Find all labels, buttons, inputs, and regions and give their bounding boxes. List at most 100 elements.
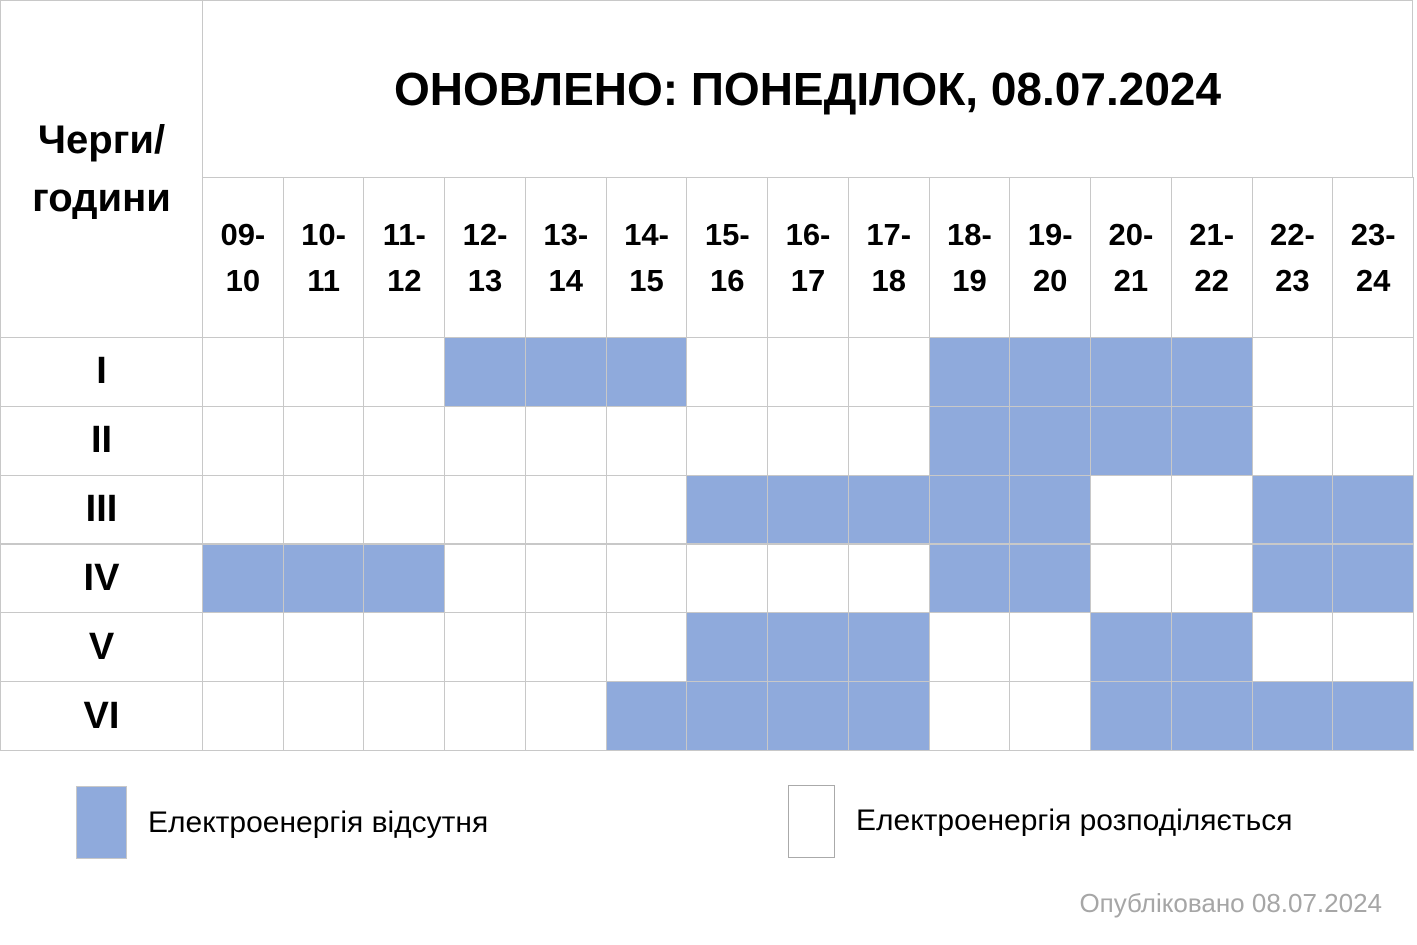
- schedule-cell: [1251, 474, 1334, 545]
- schedule-cell: [1251, 543, 1334, 614]
- schedule-cell: [1090, 405, 1172, 476]
- schedule-cell: [202, 612, 284, 683]
- schedule-cell: [847, 612, 930, 683]
- schedule-cell: [605, 405, 688, 476]
- schedule-cell: [847, 474, 930, 545]
- schedule-cell: [1332, 681, 1414, 751]
- schedule-cell: [928, 612, 1011, 683]
- schedule-cell: [1332, 543, 1414, 614]
- legend-swatch-on: [788, 785, 835, 858]
- schedule-cell: [202, 405, 284, 476]
- schedule-cell: [686, 337, 769, 407]
- schedule-cell: [605, 337, 688, 407]
- hour-header: 20- 21: [1090, 177, 1172, 338]
- schedule-cell: [1170, 405, 1253, 476]
- schedule-cell: [1009, 612, 1092, 683]
- hour-header: 17- 18: [847, 177, 930, 338]
- schedule-cell: [282, 543, 365, 614]
- schedule-cell: [767, 681, 849, 751]
- schedule-cell: [767, 543, 849, 614]
- legend-swatch-off: [76, 786, 127, 859]
- schedule-cell: [686, 405, 769, 476]
- schedule-cell: [847, 543, 930, 614]
- schedule-cell: [202, 337, 284, 407]
- schedule-cell: [444, 405, 526, 476]
- schedule-cell: [767, 612, 849, 683]
- schedule-cell: [1009, 474, 1092, 545]
- schedule-cell: [686, 681, 769, 751]
- schedule-cell: [847, 337, 930, 407]
- schedule-cell: [363, 405, 446, 476]
- schedule-cell: [1332, 337, 1414, 407]
- schedule-cell: [1009, 337, 1092, 407]
- schedule-cell: [605, 543, 688, 614]
- schedule-cell: [524, 405, 607, 476]
- schedule-cell: [1009, 405, 1092, 476]
- schedule-cell: [282, 405, 365, 476]
- schedule-cell: [1009, 543, 1092, 614]
- schedule-cell: [444, 681, 526, 751]
- schedule-cell: [524, 543, 607, 614]
- hour-header: 15- 16: [686, 177, 769, 338]
- schedule-cell: [1170, 474, 1253, 545]
- schedule-cell: [928, 681, 1011, 751]
- schedule-cell: [1170, 337, 1253, 407]
- schedule-cell: [1170, 612, 1253, 683]
- schedule-cell: [363, 681, 446, 751]
- hour-header: 12- 13: [444, 177, 526, 338]
- schedule-cell: [524, 681, 607, 751]
- schedule-cell: [444, 337, 526, 407]
- hour-header: 09- 10: [202, 177, 284, 338]
- corner-header: Черги/ години: [0, 0, 203, 338]
- schedule-cell: [1090, 612, 1172, 683]
- schedule-cell: [363, 474, 446, 545]
- schedule-cell: [1251, 681, 1334, 751]
- schedule-cell: [847, 681, 930, 751]
- row-label: VI: [0, 681, 203, 751]
- schedule-cell: [444, 612, 526, 683]
- schedule-cell: [202, 543, 284, 614]
- row-label: II: [0, 405, 203, 476]
- row-label: V: [0, 612, 203, 683]
- hour-header: 10- 11: [282, 177, 365, 338]
- schedule-cell: [1332, 405, 1414, 476]
- schedule-cell: [1170, 681, 1253, 751]
- hour-header: 11- 12: [363, 177, 446, 338]
- schedule-cell: [444, 474, 526, 545]
- schedule-cell: [524, 612, 607, 683]
- footer: Опубліковано 08.07.2024: [1079, 888, 1382, 918]
- title: ОНОВЛЕНО: ПОНЕДІЛОК, 08.07.2024: [202, 0, 1413, 178]
- schedule-cell: [524, 474, 607, 545]
- row-label: III: [0, 474, 203, 545]
- schedule-cell: [282, 681, 365, 751]
- schedule-cell: [767, 474, 849, 545]
- hour-header: 16- 17: [767, 177, 849, 338]
- schedule-cell: [1332, 474, 1414, 545]
- schedule-cell: [928, 337, 1011, 407]
- schedule-cell: [605, 681, 688, 751]
- schedule-cell: [1251, 405, 1334, 476]
- schedule-cell: [444, 543, 526, 614]
- schedule-cell: [847, 405, 930, 476]
- schedule-cell: [524, 337, 607, 407]
- legend-label-on: Електроенергія розподіляється: [856, 804, 1293, 837]
- schedule-cell: [928, 543, 1011, 614]
- legend-label-off: Електроенергія відсутня: [148, 806, 489, 839]
- schedule-cell: [1251, 337, 1334, 407]
- hour-header: 14- 15: [605, 177, 688, 338]
- schedule-cell: [605, 612, 688, 683]
- schedule-cell: [928, 405, 1011, 476]
- schedule-cell: [282, 337, 365, 407]
- hour-header: 22- 23: [1251, 177, 1334, 338]
- schedule-cell: [928, 474, 1011, 545]
- schedule-cell: [202, 474, 284, 545]
- schedule-cell: [767, 405, 849, 476]
- schedule-cell: [605, 474, 688, 545]
- schedule-cell: [202, 681, 284, 751]
- schedule-cell: [767, 337, 849, 407]
- schedule-cell: [282, 474, 365, 545]
- schedule-cell: [363, 612, 446, 683]
- schedule-cell: [1090, 543, 1172, 614]
- schedule-cell: [363, 337, 446, 407]
